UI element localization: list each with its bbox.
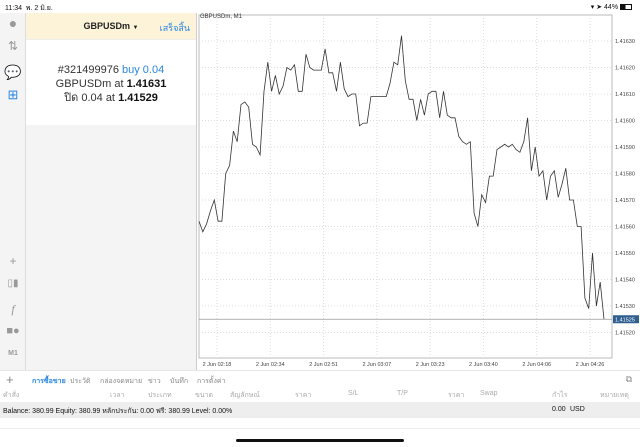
price-chart[interactable]: 1.41630 1.41620 1.41610 1.41600 1.41590 1.415… xyxy=(196,13,640,370)
function-icon[interactable]: f xyxy=(11,302,15,316)
balance-row: Balance: 380.99 Equity: 380.99 หลักประกั… xyxy=(0,402,640,418)
layout-toggle-icon[interactable]: ⧉ xyxy=(625,374,632,384)
chat-icon[interactable]: 💬 xyxy=(4,64,22,80)
y-tick-label: 1.41590 xyxy=(615,145,635,151)
column-header: ราคา xyxy=(295,392,312,399)
column-header: T/P xyxy=(397,390,408,397)
y-tick-label: 1.41580 xyxy=(615,172,635,178)
panel-background xyxy=(26,125,196,370)
column-header: คำสั่ง xyxy=(3,392,20,399)
objects-icon[interactable]: ■● xyxy=(6,325,20,337)
tab-0[interactable]: การซื้อขาย xyxy=(32,378,66,385)
x-tick-label: 2 Jun 04:06 xyxy=(522,362,551,368)
y-tick-label: 1.41540 xyxy=(615,278,635,284)
chart-title: GBPUSDm, M1 xyxy=(200,14,243,20)
table-header: คำสั่ง เวลา ประเภท ขนาด สัญลักษณ์ ราคา S/L T/P ร… xyxy=(0,387,640,401)
y-tick-label: 1.41520 xyxy=(615,331,635,337)
column-header: เวลา xyxy=(110,392,125,399)
y-tick-label: 1.41600 xyxy=(615,119,635,125)
divider xyxy=(0,428,640,429)
y-tick-label: 1.41610 xyxy=(615,92,635,98)
add-icon[interactable]: + xyxy=(6,372,14,387)
current-price-label: 1.41525 xyxy=(615,317,635,323)
symbol-selector[interactable]: GBPUSDm ▼ xyxy=(83,21,139,31)
candlestick-icon[interactable]: ▯▮ xyxy=(7,278,19,289)
chevron-down-icon: ▼ xyxy=(132,25,139,31)
y-tick-label: 1.41620 xyxy=(615,66,635,72)
column-header: ขนาด xyxy=(195,392,214,399)
x-tick-label: 2 Jun 02:51 xyxy=(309,362,338,368)
battery-indicator: ▾ ➤ 44% xyxy=(591,3,632,11)
current-price-badge xyxy=(613,315,639,324)
terminal-tabs: + การซื้อขาย ประวัติ กล่องจดหมาย ข่าว บันทึก… xyxy=(0,370,640,387)
person-icon[interactable]: ● xyxy=(8,15,18,31)
timeframe-button[interactable]: M1 xyxy=(8,350,18,357)
new-document-icon[interactable]: ⊞ xyxy=(7,87,19,102)
tab-1[interactable]: ประวัติ xyxy=(70,378,91,385)
currency: USD xyxy=(570,406,585,413)
balance-text: Balance: 380.99 Equity: 380.99 หลักประกั… xyxy=(3,408,233,415)
y-tick-label: 1.41560 xyxy=(615,225,635,231)
y-tick-label: 1.41630 xyxy=(615,39,635,45)
tab-2[interactable]: กล่องจดหมาย xyxy=(100,378,143,385)
y-tick-label: 1.41530 xyxy=(615,304,635,310)
done-button[interactable]: เสร็จสิ้น xyxy=(159,23,190,33)
status-time: 11:34 พ. 2 มิ.ย. xyxy=(5,5,53,12)
order-header: GBPUSDm ▼ เสร็จสิ้น xyxy=(26,13,196,40)
y-tick-label: 1.41570 xyxy=(615,198,635,204)
x-tick-label: 2 Jun 04:26 xyxy=(576,362,605,368)
column-header: กำไร xyxy=(552,392,568,399)
column-header: Swap xyxy=(480,390,498,397)
column-header: S/L xyxy=(348,390,359,397)
profit-total: 0.00 xyxy=(552,406,566,413)
plot-frame xyxy=(198,14,613,359)
x-tick-label: 2 Jun 03:07 xyxy=(362,362,391,368)
price-line xyxy=(198,35,605,320)
left-toolbar: ● ⇅ 💬 ⊞ + ▯▮ f ■● M1 xyxy=(0,13,26,370)
status-bar: 11:34 พ. 2 มิ.ย. ▾ ➤ 44% xyxy=(0,0,640,13)
up-down-arrows-icon[interactable]: ⇅ xyxy=(7,39,19,53)
chart-svg: 1.41630 1.41620 1.41610 1.41600 1.41590 1.415… xyxy=(198,14,639,368)
crosshair-icon[interactable]: + xyxy=(9,254,17,268)
column-header: หมายเหตุ xyxy=(600,392,629,399)
tab-4[interactable]: บันทึก xyxy=(170,378,189,385)
column-header: ราคา xyxy=(448,392,465,399)
y-tick-label: 1.41550 xyxy=(615,251,635,257)
x-tick-label: 2 Jun 03:23 xyxy=(416,362,445,368)
column-header: สัญลักษณ์ xyxy=(230,392,260,399)
tab-3[interactable]: ข่าว xyxy=(148,378,161,385)
x-tick-label: 2 Jun 02:34 xyxy=(256,362,285,368)
tab-5[interactable]: การตั้งค่า xyxy=(197,378,226,385)
order-result: #321499976 buy 0.04 GBPUSDm at 1.41631 ป… xyxy=(55,64,167,104)
x-tick-label: 2 Jun 02:18 xyxy=(203,362,232,368)
x-tick-label: 2 Jun 03:40 xyxy=(469,362,498,368)
order-panel: GBPUSDm ▼ เสร็จสิ้น #321499976 buy 0.04 … xyxy=(26,13,196,125)
column-header: ประเภท xyxy=(148,392,172,399)
home-indicator[interactable] xyxy=(236,439,404,442)
